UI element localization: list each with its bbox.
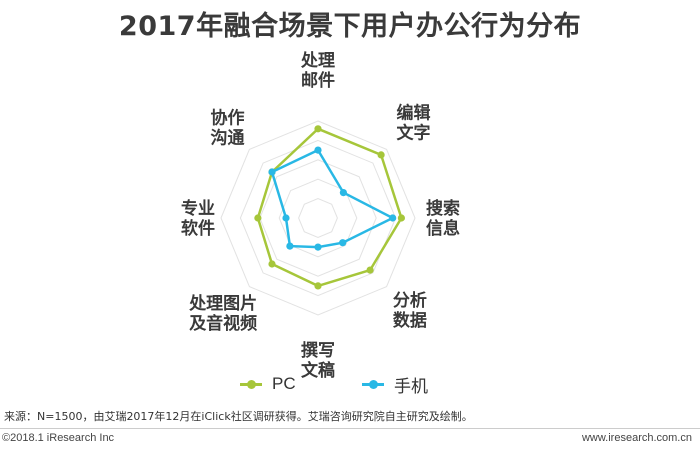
series-1-point-2 [389,214,397,222]
series-0-point-6 [254,214,262,222]
axis-label-7-line-0: 协作 [211,108,245,129]
series-1-point-6 [282,214,290,222]
axis-label-4-line-1: 文稿 [301,360,335,381]
axis-label-5-line-1: 及音视频 [189,313,257,334]
axis-label-0-line-0: 处理 [300,50,335,71]
axis-label-6-line-0: 专业 [181,198,215,219]
axis-label-3-line-0: 分析 [393,290,427,311]
legend-label-pc: PC [272,374,296,393]
legend-item-pc: PC [240,372,296,396]
series-line-1 [270,148,396,249]
axis-label-2-line-1: 信息 [426,218,460,239]
axis-label-7: 协作沟通 [211,108,245,149]
axis-label-4-line-0: 撰写 [301,340,335,361]
axis-label-0-line-1: 邮件 [301,70,335,91]
radar-grid-level-4 [239,139,397,297]
chart-legend: PC 手机 [0,372,700,396]
series-0-point-5 [268,260,276,268]
legend-marker-pc [240,379,262,389]
legend-label-mobile: 手机 [394,376,428,396]
legend-marker-mobile [362,379,384,389]
footer-divider [0,428,700,429]
axis-label-3: 分析数据 [393,290,427,331]
radar-grid-level-3 [259,159,377,277]
copyright-text: ©2018.1 iResearch Inc [2,432,115,444]
axis-label-0: 处理邮件 [300,50,335,91]
axis-label-1: 编辑文字 [397,103,431,144]
radar-grid-level-2 [278,178,358,258]
website-text: www.iresearch.com.cn [581,432,692,444]
legend-item-mobile: 手机 [362,372,428,396]
series-0-point-2 [397,214,405,222]
axis-label-6-line-1: 软件 [181,218,215,239]
axis-label-2: 搜索信息 [426,198,460,239]
radar-grid-level-1 [298,198,338,238]
axis-label-2-line-0: 搜索 [426,198,460,219]
chart-title: 2017年融合场景下用户办公行为分布 [118,11,582,42]
series-1-point-4 [314,243,322,251]
series-0-point-1 [377,151,385,159]
axis-label-4: 撰写文稿 [301,340,335,381]
series-1-point-3 [339,239,347,247]
series-1-point-1 [339,189,347,197]
axis-label-3-line-1: 数据 [393,310,427,331]
series-1-point-5 [286,242,294,250]
axis-label-1-line-0: 编辑 [397,103,431,124]
series-1-point-7 [268,168,276,176]
series-0-point-4 [314,282,322,290]
axis-label-5: 处理图片及音视频 [188,293,257,334]
series-1-point-0 [314,146,322,154]
source-note: 来源：N=1500，由艾瑞2017年12月在iClick社区调研获得。艾瑞咨询研… [4,410,473,423]
axis-label-1-line-1: 文字 [397,123,431,144]
axis-label-7-line-1: 沟通 [211,128,245,149]
axis-label-5-line-0: 处理图片 [188,293,257,314]
series-0-point-0 [314,125,322,133]
series-0-point-3 [366,266,374,274]
radar-grid-level-5 [220,120,416,316]
axis-label-6: 专业软件 [181,198,215,239]
